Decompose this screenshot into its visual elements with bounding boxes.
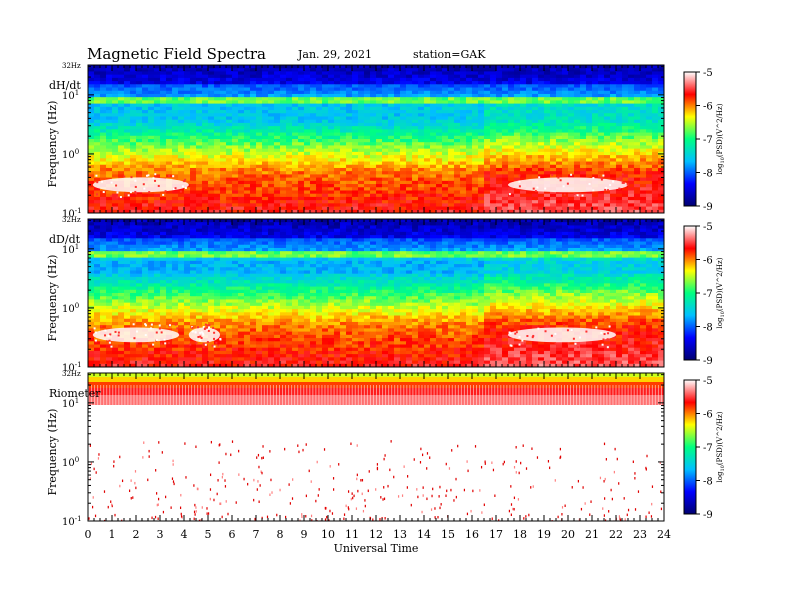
x-tick-label: 23	[633, 528, 647, 541]
y-top-label: 32Hz	[62, 216, 81, 224]
emission-patch	[92, 177, 189, 193]
x-tick-label: 3	[157, 528, 164, 541]
x-tick-label: 10	[321, 528, 335, 541]
x-tick-label: 12	[369, 528, 383, 541]
x-tick-label: 8	[277, 528, 284, 541]
colorbar-tick-label: -6	[703, 256, 713, 267]
colorbar	[683, 225, 697, 361]
colorbar-tick-label: -6	[703, 410, 713, 421]
y-axis-label: Frequency (Hz)	[46, 409, 59, 496]
y-tick-label: 100	[62, 302, 79, 315]
x-tick-label: 18	[513, 528, 527, 541]
x-tick-label: 6	[229, 528, 236, 541]
colorbar-tick-label: -5	[703, 68, 713, 79]
colorbar-tick-label: -5	[703, 222, 713, 233]
emission-patch	[188, 327, 220, 343]
colorbar-tick-label: -7	[703, 135, 713, 146]
x-tick-label: 19	[537, 528, 551, 541]
colorbar-label: log10(PSD)(V^2/Hz)	[716, 411, 726, 482]
emission-patch	[92, 327, 180, 343]
spectrogram-riometer	[88, 373, 664, 521]
colorbar-tick-label: -9	[703, 356, 713, 367]
x-tick-label: 5	[205, 528, 212, 541]
x-tick-label: 14	[417, 528, 431, 541]
x-tick-label: 2	[133, 528, 140, 541]
y-top-label: 32Hz	[62, 62, 81, 70]
x-tick-label: 17	[489, 528, 503, 541]
station-label: station=GAK	[413, 48, 486, 61]
colorbar-tick-label: -9	[703, 202, 713, 213]
panel-label: Riometer	[49, 387, 101, 400]
y-top-label: 32Hz	[62, 370, 81, 378]
panel-label: dH/dt	[49, 79, 81, 92]
spectrogram-dd-dt	[88, 219, 664, 367]
x-tick-label: 24	[657, 528, 671, 541]
x-tick-label: 0	[85, 528, 92, 541]
x-tick-label: 20	[561, 528, 575, 541]
colorbar-tick-label: -7	[703, 443, 713, 454]
colorbar-tick-label: -7	[703, 289, 713, 300]
colorbar-tick-label: -8	[703, 169, 713, 180]
x-tick-label: 13	[393, 528, 407, 541]
colorbar-tick-label: -6	[703, 102, 713, 113]
x-tick-label: 9	[301, 528, 308, 541]
spectrogram-dh-dt	[88, 65, 664, 213]
colorbar-tick-label: -8	[703, 323, 713, 334]
colorbar-label: log10(PSD)(V^2/Hz)	[716, 103, 726, 174]
date-label: Jan. 29, 2021	[298, 48, 373, 61]
x-tick-label: 4	[181, 528, 188, 541]
colorbar-tick-label: -8	[703, 477, 713, 488]
emission-patch	[508, 327, 616, 343]
x-tick-label: 7	[253, 528, 260, 541]
x-axis-label: Universal Time	[334, 542, 419, 555]
y-tick-label: 100	[62, 148, 79, 161]
y-tick-label: 100	[62, 456, 79, 469]
y-tick-label: 10-1	[62, 515, 82, 528]
colorbar-label: log10(PSD)(V^2/Hz)	[716, 257, 726, 328]
colorbar-tick-label: -9	[703, 510, 713, 521]
colorbar	[683, 71, 697, 207]
y-axis-label: Frequency (Hz)	[46, 255, 59, 342]
x-tick-label: 21	[585, 528, 599, 541]
y-axis-label: Frequency (Hz)	[46, 101, 59, 188]
colorbar-tick-label: -5	[703, 376, 713, 387]
x-tick-label: 11	[345, 528, 359, 541]
x-tick-label: 16	[465, 528, 479, 541]
x-tick-label: 15	[441, 528, 455, 541]
colorbar	[683, 379, 697, 515]
x-tick-label: 1	[109, 528, 116, 541]
x-tick-label: 22	[609, 528, 623, 541]
chart-title: Magnetic Field Spectra	[87, 45, 266, 63]
panel-label: dD/dt	[49, 233, 81, 246]
